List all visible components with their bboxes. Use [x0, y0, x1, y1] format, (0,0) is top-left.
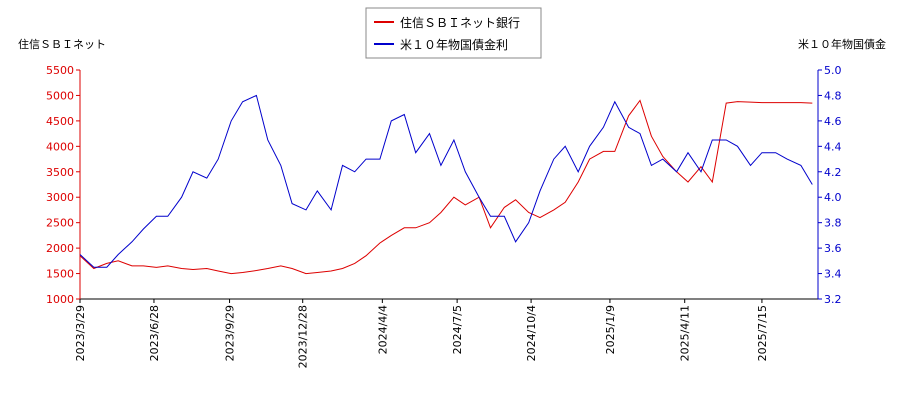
legend-label: 米１０年物国債金利 — [400, 37, 508, 52]
y-axis-title: 住信ＳＢＩネット — [18, 37, 106, 51]
x-tick-label: 2023/12/28 — [297, 305, 310, 368]
x-tick-label: 2024/7/5 — [451, 305, 464, 354]
y-tick-label: 1500 — [46, 268, 74, 281]
y-tick-label: 3500 — [46, 166, 74, 179]
y2-tick-label: 3.2 — [824, 293, 842, 306]
y2-axis-title: 米１０年物国債金 — [798, 37, 886, 51]
y-tick-label: 5500 — [46, 64, 74, 77]
y2-tick-label: 4.4 — [824, 140, 842, 153]
y2-tick-label: 3.8 — [824, 217, 842, 230]
legend-box — [365, 7, 542, 59]
x-tick-label: 2023/6/28 — [148, 305, 161, 361]
y2-tick-label: 3.6 — [824, 242, 842, 255]
y2-tick-label: 4.8 — [824, 89, 842, 102]
y-tick-label: 5000 — [46, 89, 74, 102]
x-tick-label: 2024/4/4 — [376, 305, 389, 354]
y-tick-label: 1000 — [46, 293, 74, 306]
y2-tick-label: 3.4 — [824, 268, 842, 281]
series-line — [79, 94, 813, 268]
y2-tick-label: 4.6 — [824, 115, 842, 128]
legend-label: 住信ＳＢＩネット銀行 — [400, 16, 520, 30]
y-tick-label: 3000 — [46, 191, 74, 204]
x-tick-label: 2025/4/11 — [679, 305, 692, 361]
series-line — [79, 99, 813, 275]
y-tick-label: 2000 — [46, 242, 74, 255]
x-tick-label: 2023/9/29 — [224, 305, 237, 361]
y2-tick-label: 4.0 — [824, 191, 842, 204]
x-tick-label: 2024/10/4 — [525, 305, 538, 361]
x-tick-label: 2025/7/15 — [756, 305, 769, 361]
y-tick-label: 4000 — [46, 140, 74, 153]
y-tick-label: 4500 — [46, 115, 74, 128]
y2-tick-label: 4.2 — [824, 166, 842, 179]
y2-tick-label: 5.0 — [824, 64, 842, 77]
x-tick-label: 2023/3/29 — [74, 305, 87, 361]
y-tick-label: 2500 — [46, 217, 74, 230]
x-tick-label: 2025/1/9 — [604, 305, 617, 354]
